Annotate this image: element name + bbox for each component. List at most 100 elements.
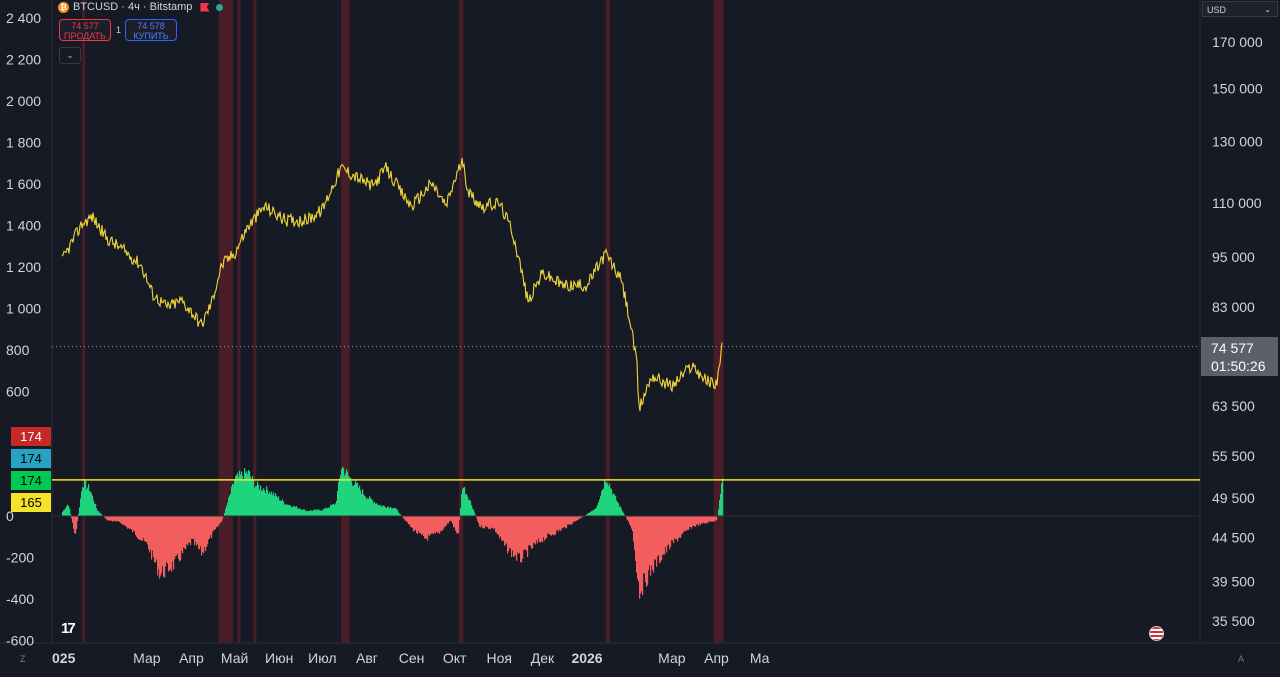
oscillator-bar [202, 516, 204, 552]
oscillator-bar [169, 516, 171, 571]
oscillator-bar [564, 516, 566, 527]
oscillator-bar [652, 516, 654, 571]
oscillator-bar [255, 486, 257, 516]
oscillator-bar [718, 509, 720, 516]
oscillator-bar [442, 516, 444, 531]
oscillator-bar [139, 516, 141, 540]
oscillator-bar [317, 509, 319, 516]
oscillator-bar [182, 516, 184, 554]
oscillator-bar [674, 516, 676, 539]
oscillator-bar [195, 516, 197, 542]
oscillator-bar [559, 516, 561, 530]
symbol-header[interactable]: ₿ BTCUSD · 4ч · Bitstamp [58, 1, 224, 13]
corner-left-label[interactable]: Z [20, 654, 26, 664]
oscillator-bar [588, 512, 590, 516]
oscillator-bar [720, 493, 722, 516]
oscillator-bar [244, 468, 246, 516]
currency-select[interactable]: USD ⌄ [1202, 1, 1278, 17]
oscillator-bar [291, 507, 293, 516]
oscillator-bar [469, 499, 471, 516]
oscillator-bar [606, 482, 608, 516]
oscillator-bar [165, 516, 167, 567]
oscillator-bar [120, 516, 122, 523]
time-tick-label: 2026 [571, 650, 602, 666]
collapse-button[interactable]: ⌄ [59, 47, 81, 64]
oscillator-bar [519, 516, 521, 553]
oscillator-bar [517, 516, 519, 553]
oscillator-bar [370, 497, 372, 516]
oscillator-bar [153, 516, 155, 558]
oscillator-bar [684, 516, 686, 532]
indicator-badge: 165 [11, 493, 51, 512]
oscillator-bar [719, 500, 721, 516]
oscillator-bar [686, 516, 688, 531]
oscillator-bar [406, 516, 408, 521]
oscillator-bar [444, 516, 446, 527]
oscillator-bar [166, 516, 168, 562]
oscillator-bar [619, 506, 621, 516]
oscillator-bar [398, 512, 400, 516]
oscillator-bar [128, 516, 130, 529]
oscillator-bar [396, 508, 398, 516]
oscillator-bar [460, 508, 462, 516]
oscillator-bar [105, 516, 107, 519]
oscillator-bar [411, 516, 413, 528]
oscillator-bar [472, 508, 474, 516]
oscillator-bar [506, 516, 508, 544]
oscillator-bar [580, 516, 582, 519]
oscillator-bar [239, 470, 241, 516]
oscillator-bar [252, 476, 254, 516]
oscillator-bar [320, 510, 322, 516]
buy-button[interactable]: 74 578 КУПИТЬ [125, 19, 177, 41]
oscillator-bar [503, 516, 505, 541]
oscillator-bar [115, 516, 117, 522]
oscillator-bar [333, 503, 335, 516]
oscillator-bar [296, 506, 298, 516]
event-band [458, 0, 464, 643]
oscillator-bar [427, 516, 429, 541]
oscillator-bar [505, 516, 507, 545]
oscillator-bar [222, 516, 224, 520]
oscillator-bar [319, 510, 321, 516]
us-flag-icon[interactable] [1149, 626, 1164, 641]
oscillator-bar [467, 496, 469, 516]
oscillator-bar [614, 494, 616, 516]
tradingview-logo-icon[interactable]: 17 [61, 620, 76, 637]
oscillator-bar [221, 516, 223, 522]
oscillator-bar [567, 516, 569, 525]
oscillator-bar [449, 516, 451, 522]
oscillator-bar [667, 516, 669, 546]
oscillator-bar [298, 508, 300, 516]
time-tick-label: Май [221, 650, 248, 666]
oscillator-bar [348, 475, 350, 516]
oscillator-bar [167, 516, 169, 564]
oscillator-tick-label: 1 200 [6, 259, 41, 275]
oscillator-bar [253, 479, 255, 516]
event-band [605, 0, 611, 643]
corner-right-label[interactable]: A [1238, 654, 1245, 664]
oscillator-bar [84, 480, 86, 516]
oscillator-bar [301, 509, 303, 516]
oscillator-bar [562, 516, 564, 529]
sell-button[interactable]: 74 577 ПРОДАТЬ [59, 19, 111, 41]
oscillator-bar [308, 510, 310, 516]
oscillator-bar [701, 516, 703, 524]
oscillator-bar [279, 500, 281, 516]
oscillator-bar [661, 516, 663, 561]
price-tick-label: 170 000 [1212, 34, 1263, 50]
oscillator-bar [292, 507, 294, 516]
oscillator-bar [350, 477, 352, 516]
oscillator-bar [515, 516, 517, 555]
oscillator-bar [565, 516, 567, 529]
oscillator-bar [238, 476, 240, 516]
symbol-title: BTCUSD · 4ч · Bitstamp [73, 1, 193, 13]
oscillator-bar [630, 516, 632, 527]
oscillator-bar [397, 510, 399, 516]
oscillator-bar [107, 516, 109, 521]
oscillator-bar [438, 516, 440, 533]
oscillator-bar [113, 516, 115, 522]
oscillator-bar [177, 516, 179, 554]
oscillator-bar [282, 499, 284, 516]
oscillator-bar [526, 516, 528, 551]
